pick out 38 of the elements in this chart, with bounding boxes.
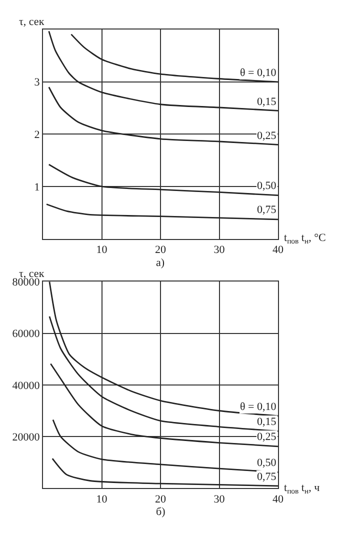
series-label: 0,15 — [257, 416, 277, 428]
line-series — [50, 363, 278, 448]
series-label: θ = 0,10 — [240, 401, 277, 413]
x-tick-label: 30 — [214, 493, 226, 506]
y-tick-label: 1 — [34, 181, 40, 194]
series-label: 0,50 — [257, 180, 277, 192]
line-series — [48, 282, 278, 417]
line-series — [48, 30, 278, 112]
series-label: θ = 0,10 — [240, 67, 277, 79]
text: б) — [156, 506, 166, 518]
text: а) — [156, 257, 165, 269]
series-label: 0,75 — [257, 204, 277, 216]
series-label: 0,25 — [257, 431, 277, 443]
series-label: 0,50 — [257, 457, 277, 469]
line-series — [70, 34, 278, 83]
x-tick-label: 20 — [155, 244, 166, 256]
y-tick-label: 2 — [34, 129, 40, 142]
x-tick-label: 40 — [272, 493, 284, 506]
x-tick-label: 30 — [214, 244, 226, 256]
line-series — [52, 419, 278, 473]
x-tick-label: 20 — [155, 493, 166, 506]
line-series — [48, 86, 278, 146]
y-tick-label: 20000 — [12, 431, 40, 444]
y-tick-label: 60000 — [12, 328, 40, 340]
x-axis-title: t$_{пов}$ t$_{н}$, ч — [284, 482, 320, 496]
x-tick-label: 40 — [272, 244, 284, 256]
x-tick-label: 10 — [96, 244, 108, 256]
series-label: 0,15 — [257, 96, 277, 108]
x-tick-label: 10 — [96, 493, 108, 506]
y-tick-label: 40000 — [12, 380, 40, 392]
series-label: 0,75 — [257, 471, 277, 483]
x-axis-title: t$_{пов}$ t$_{н}$, °С — [284, 232, 326, 246]
line-series — [52, 458, 278, 487]
line-series — [48, 164, 278, 196]
series-label: 0,25 — [257, 130, 277, 142]
y-axis-title: τ, сек — [19, 16, 45, 28]
y-tick-label: 3 — [34, 76, 40, 89]
line-series — [46, 204, 278, 220]
